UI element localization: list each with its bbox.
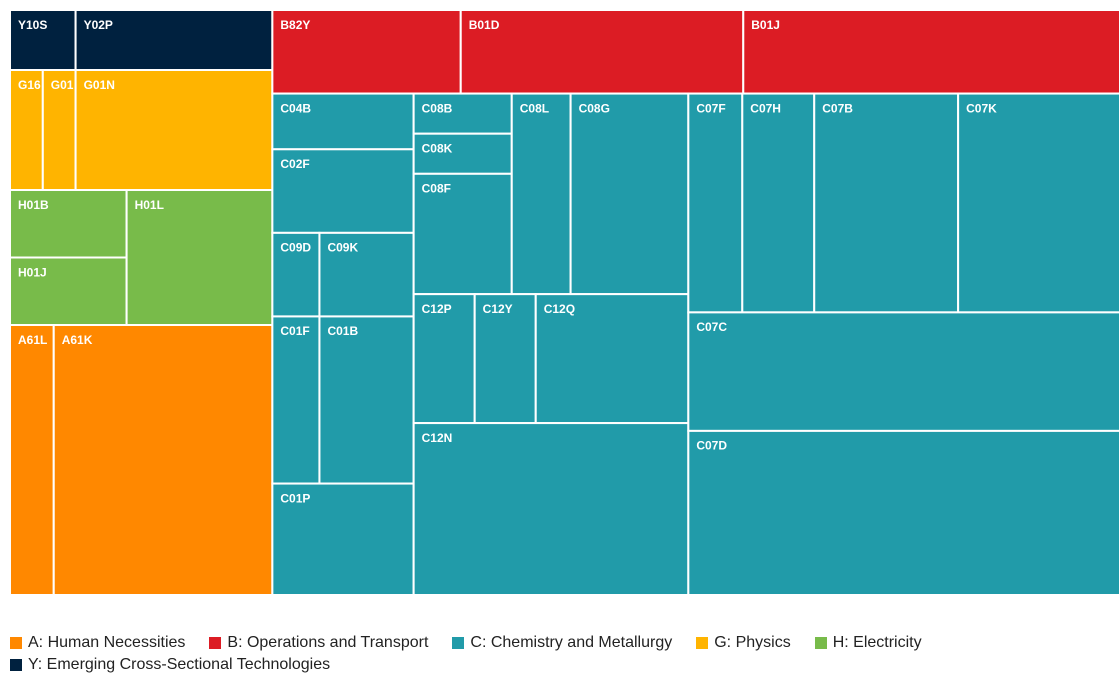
tile: [412, 293, 476, 425]
legend-swatch: [209, 637, 222, 649]
tile-label: C08K: [422, 141, 453, 155]
legend-item: B: Operations and Transport: [209, 634, 428, 652]
tile-label: C01F: [280, 324, 309, 338]
legend-item: C: Chemistry and Metallurgy: [452, 634, 672, 652]
treemap: Y10S Y02P G16 G01 G01N H01B H01J H01L A61L A61K B8…: [9, 9, 1120, 597]
tile-label: C07D: [696, 439, 727, 453]
tile-label: C07H: [750, 101, 781, 115]
tile-label: H01B: [18, 198, 49, 212]
tile: [271, 92, 415, 151]
legend-label: C: Chemistry and Metallurgy: [470, 634, 673, 651]
tile-label: A61L: [18, 333, 47, 347]
tile: [813, 92, 960, 314]
tile: [473, 293, 537, 425]
tile-label: C07C: [696, 320, 727, 334]
legend-swatch: [10, 659, 22, 671]
tile-label: C08L: [520, 101, 549, 115]
tile-label: C08F: [422, 182, 451, 196]
tile: [459, 9, 745, 95]
tile: [412, 422, 690, 596]
tile-label: C12N: [422, 431, 453, 445]
legend-label: A: Human Necessities: [28, 634, 186, 651]
legend-item: Y: Emerging Cross-Sectional Technologies: [10, 656, 330, 674]
tile: [741, 92, 816, 314]
tile-label: C01B: [327, 324, 358, 338]
tile: [271, 231, 321, 318]
tile-label: C01P: [280, 491, 310, 505]
tile-label: G01N: [84, 78, 115, 92]
legend-item: G: Physics: [696, 634, 791, 652]
tile-label: C08B: [422, 101, 453, 115]
legend-label: H: Electricity: [832, 634, 922, 651]
legend-label: G: Physics: [714, 634, 791, 651]
tile-label: C09K: [327, 241, 358, 255]
tile-label: C12Y: [483, 302, 513, 316]
legend-swatch: [696, 637, 709, 649]
tile: [271, 482, 415, 597]
tile-label: C02F: [280, 157, 309, 171]
tile-label: Y10S: [18, 18, 47, 32]
tile: [52, 324, 274, 596]
tile: [569, 92, 690, 296]
legend-item: H: Electricity: [814, 634, 922, 652]
tile: [74, 69, 274, 191]
tile-label: G01: [51, 78, 74, 92]
tile: [74, 9, 274, 71]
tile: [125, 189, 274, 326]
tile: [412, 132, 513, 175]
tile-label: C07F: [696, 101, 725, 115]
tile: [957, 92, 1120, 314]
legend-swatch: [10, 637, 22, 649]
tile-label: A61K: [62, 333, 93, 347]
tile-label: C12Q: [544, 302, 575, 316]
legend-label: Y: Emerging Cross-Sectional Technologies: [28, 656, 331, 673]
tile: [318, 315, 415, 485]
legend: A: Human Necessities B: Operations and Tr…: [10, 634, 1110, 674]
tile-label: C07K: [966, 101, 997, 115]
tile: [271, 315, 321, 485]
legend-label: B: Operations and Transport: [227, 634, 429, 651]
tile-label: H01L: [135, 198, 164, 212]
tile: [687, 429, 1120, 597]
legend-item: A: Human Necessities: [10, 634, 185, 652]
tile-label: C04B: [280, 101, 311, 115]
tile-label: C07B: [822, 101, 853, 115]
tile: [742, 9, 1120, 95]
tile: [9, 324, 55, 596]
tile: [687, 92, 744, 314]
tile: [9, 189, 128, 259]
tile: [412, 172, 513, 296]
tile-label: B01D: [469, 18, 500, 32]
tile-label: C09D: [280, 241, 311, 255]
tile-label: H01J: [18, 265, 47, 279]
tile: [534, 293, 690, 425]
tile-label: B82Y: [280, 18, 310, 32]
tile-label: C12P: [422, 302, 452, 316]
tile-label: Y02P: [84, 18, 113, 32]
tile: [687, 311, 1120, 432]
tile-label: G16: [18, 78, 41, 92]
legend-swatch: [452, 637, 465, 649]
tile-label: C08G: [579, 101, 610, 115]
tile: [510, 92, 572, 296]
tile-label: B01J: [751, 18, 780, 32]
tile: [9, 9, 77, 71]
legend-swatch: [814, 637, 827, 649]
